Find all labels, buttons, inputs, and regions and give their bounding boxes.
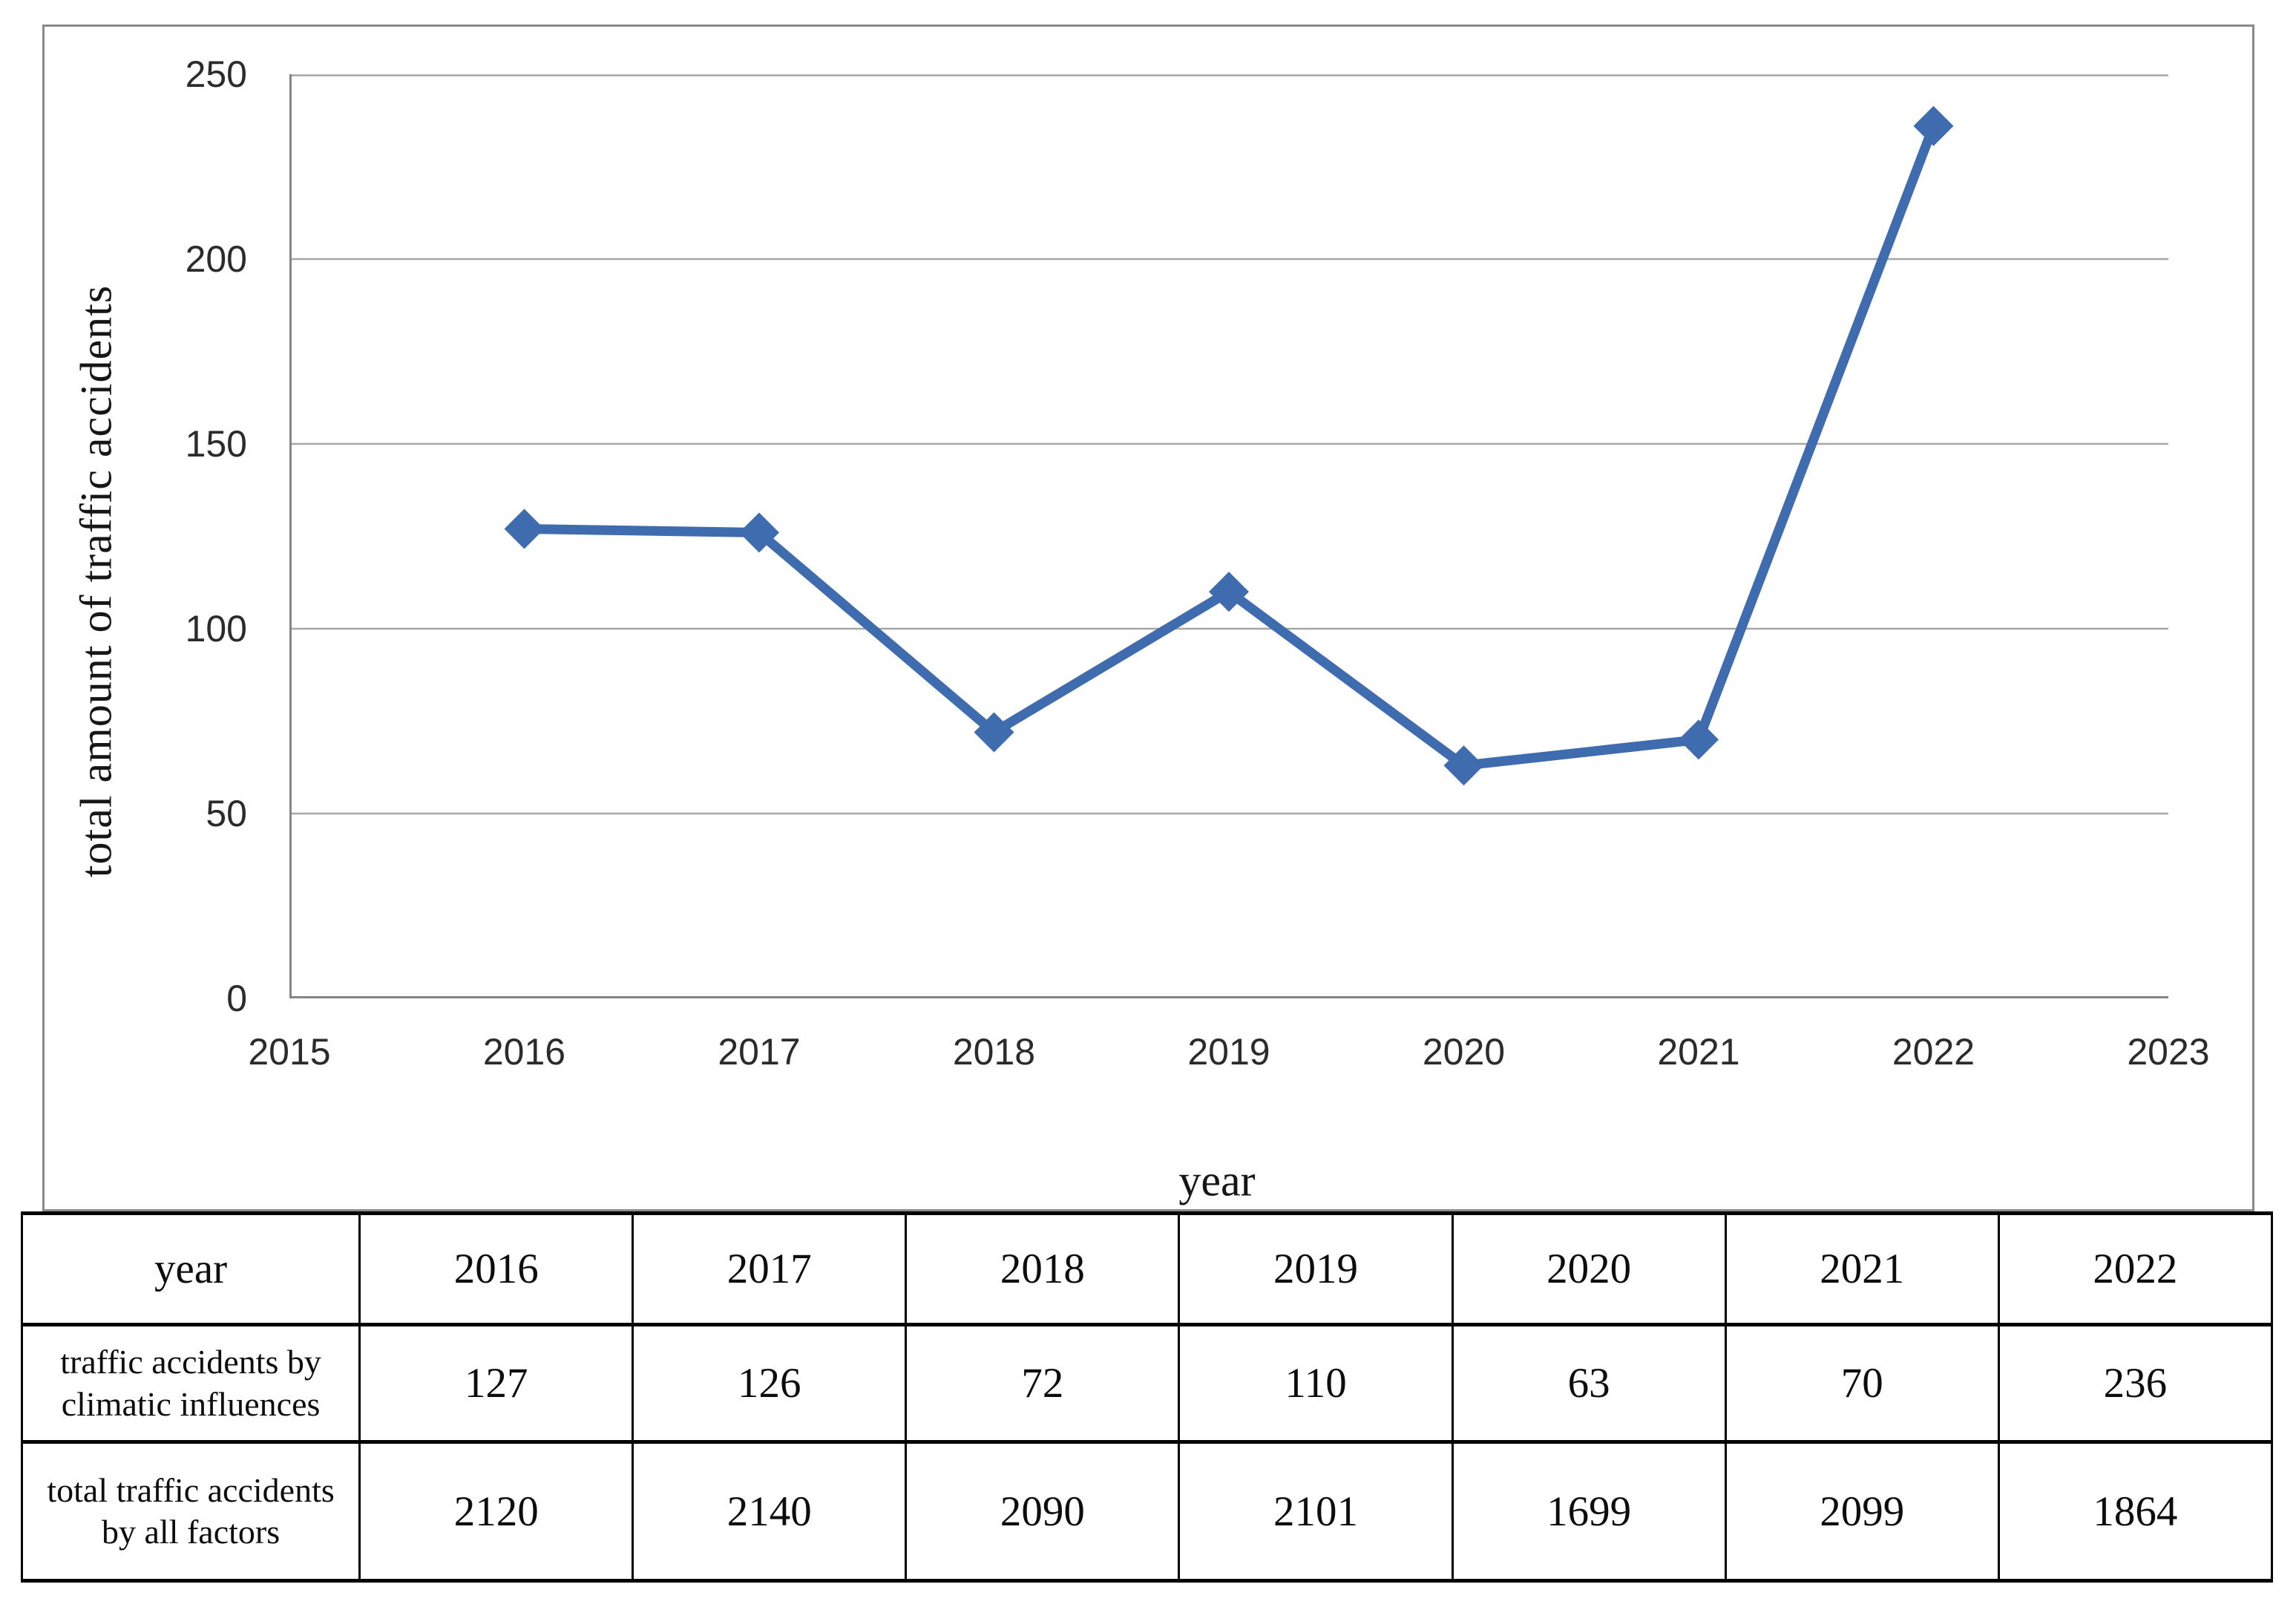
x-tick-label: 2021: [1657, 1031, 1740, 1073]
table-row-climatic: traffic accidents by climatic influences…: [20, 1323, 2274, 1444]
year-header-cell: 2017: [632, 1211, 908, 1326]
x-axis-title: year: [1178, 1156, 1256, 1205]
y-tick-label: 0: [226, 978, 247, 1019]
row-label-cell: traffic accidents by climatic influences: [20, 1323, 361, 1444]
table-row-total: total traffic accidents by all factors 2…: [20, 1440, 2274, 1583]
value-cell: 70: [1724, 1323, 2000, 1444]
year-header-cell: 2021: [1724, 1211, 2000, 1326]
year-header-cell: 2016: [358, 1211, 634, 1326]
y-tick-label: 200: [185, 238, 247, 280]
value-cell: 2120: [358, 1440, 634, 1583]
value-cell: 2090: [905, 1440, 1181, 1583]
year-header-cell: 2020: [1451, 1211, 1727, 1326]
x-tick-label: 2023: [2127, 1031, 2210, 1073]
x-tick-label: 2018: [952, 1031, 1036, 1073]
x-tick-label: 2017: [718, 1031, 801, 1073]
x-tick-label: 2019: [1187, 1031, 1270, 1073]
value-cell: 63: [1451, 1323, 1727, 1444]
data-line: [519, 121, 1938, 770]
data-point-marker: [974, 712, 1014, 753]
x-tick-label: 2020: [1422, 1031, 1506, 1073]
value-cell: 2101: [1178, 1440, 1454, 1583]
row-label-cell: year: [20, 1211, 361, 1326]
y-axis-title: total amount of traffic accidents: [71, 284, 121, 878]
data-point-marker: [1913, 105, 1954, 146]
year-header-cell: 2022: [1997, 1211, 2274, 1326]
plot-area: [289, 74, 2168, 998]
data-point-marker: [1209, 572, 1249, 612]
y-tick-label: 250: [185, 53, 247, 95]
year-header-cell: 2018: [905, 1211, 1181, 1326]
value-cell: 2140: [632, 1440, 908, 1583]
data-table: year 2016 2017 2018 2019 2020 2021 2022 …: [20, 1211, 2274, 1583]
row-label-cell: total traffic accidents by all factors: [20, 1440, 361, 1583]
value-cell: 72: [905, 1323, 1181, 1444]
data-point-marker: [504, 508, 545, 549]
x-tick-label: 2016: [482, 1031, 566, 1073]
value-cell: 1864: [1997, 1440, 2274, 1583]
value-cell: 1699: [1451, 1440, 1727, 1583]
value-cell: 110: [1178, 1323, 1454, 1444]
value-cell: 2099: [1724, 1440, 2000, 1583]
data-point-marker: [1443, 745, 1484, 786]
value-cell: 127: [358, 1323, 634, 1444]
table-header-row: year 2016 2017 2018 2019 2020 2021 2022: [20, 1211, 2274, 1326]
value-cell: 236: [1997, 1323, 2274, 1444]
x-tick-label: 2015: [248, 1031, 331, 1073]
data-point-marker: [739, 512, 779, 553]
y-tick-label: 100: [185, 608, 247, 650]
x-tick-label: 2022: [1892, 1031, 1975, 1073]
data-point-marker: [1679, 719, 1719, 760]
y-tick-label: 50: [206, 793, 247, 834]
year-header-cell: 2019: [1178, 1211, 1454, 1326]
line-chart-figure: 0 50 100 150 200 250 2015 2016 2017 2018 2019 2020…: [42, 24, 2254, 1211]
value-cell: 126: [632, 1323, 908, 1444]
y-tick-label: 150: [185, 423, 247, 465]
